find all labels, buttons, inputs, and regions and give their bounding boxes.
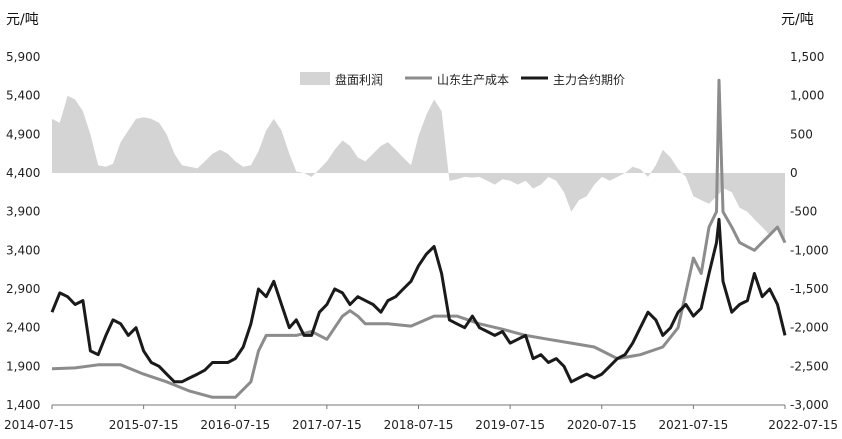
y-left-unit: 元/吨 (6, 12, 39, 28)
y-left-tick-label: 5,900 (6, 50, 40, 64)
y-left-tick-label: 1,900 (6, 359, 40, 373)
x-tick-label: 2021-07-15 (659, 418, 729, 432)
y-right-unit: 元/吨 (781, 12, 814, 28)
y-right-tick-label: 1,000 (790, 89, 824, 103)
legend-label-futures: 主力合约期价 (553, 72, 625, 87)
y-left-tick-label: 2,400 (6, 321, 40, 335)
series-line-futures (50, 217, 787, 384)
y-left-tick-label: 3,900 (6, 205, 40, 219)
y-right-tick-label: 500 (790, 127, 813, 141)
x-tick-label: 2019-07-15 (475, 418, 545, 432)
legend-swatch-profit (300, 72, 330, 85)
x-tick-label: 2020-07-15 (567, 418, 637, 432)
y-left-tick-label: 4,900 (6, 127, 40, 141)
x-tick-labels: 2014-07-15 2015-07-15 2016-07-15 2017-07-15… (4, 405, 838, 432)
legend-label-profit: 盘面利润 (335, 72, 383, 87)
profit-area-layer (52, 95, 785, 243)
y-left-tick-label: 2,900 (6, 282, 40, 296)
series-area-profit (52, 95, 785, 243)
legend-label-cost: 山东生产成本 (437, 73, 509, 87)
x-tick-label: 2016-07-15 (200, 418, 270, 432)
y-left-tick-labels: 5,900 5,400 4,900 4,400 3,900 3,400 2,900 2,400… (6, 50, 40, 412)
y-right-tick-label: -3,000 (790, 398, 829, 412)
legend: 盘面利润 山东生产成本 主力合约期价 (300, 72, 625, 87)
x-tick-label: 2014-07-15 (4, 418, 74, 432)
y-left-tick-label: 5,400 (6, 89, 40, 103)
y-right-tick-label: -2,500 (790, 359, 829, 373)
y-right-tick-label: 0 (790, 166, 798, 180)
x-tick-label: 2018-07-15 (384, 418, 454, 432)
y-left-tick-label: 3,400 (6, 243, 40, 257)
y-right-tick-label: -2,000 (790, 321, 829, 335)
y-right-tick-label: -1,000 (790, 243, 829, 257)
y-right-tick-label: -1,500 (790, 282, 829, 296)
x-tick-label: 2015-07-15 (109, 418, 179, 432)
y-right-tick-label: -500 (790, 205, 817, 219)
y-left-tick-label: 4,400 (6, 166, 40, 180)
series-line-cost (51, 78, 787, 399)
y-right-tick-labels: 1,500 1,000 500 0 -500 -1,000 -1,500 -2,000 -2,5… (790, 50, 829, 412)
y-left-tick-label: 1,400 (6, 398, 40, 412)
x-tick-label: 2017-07-15 (292, 418, 362, 432)
series-lines-layer (50, 78, 787, 399)
x-tick-label: 2022-07-15 (768, 418, 838, 432)
y-right-tick-label: 1,500 (790, 50, 824, 64)
